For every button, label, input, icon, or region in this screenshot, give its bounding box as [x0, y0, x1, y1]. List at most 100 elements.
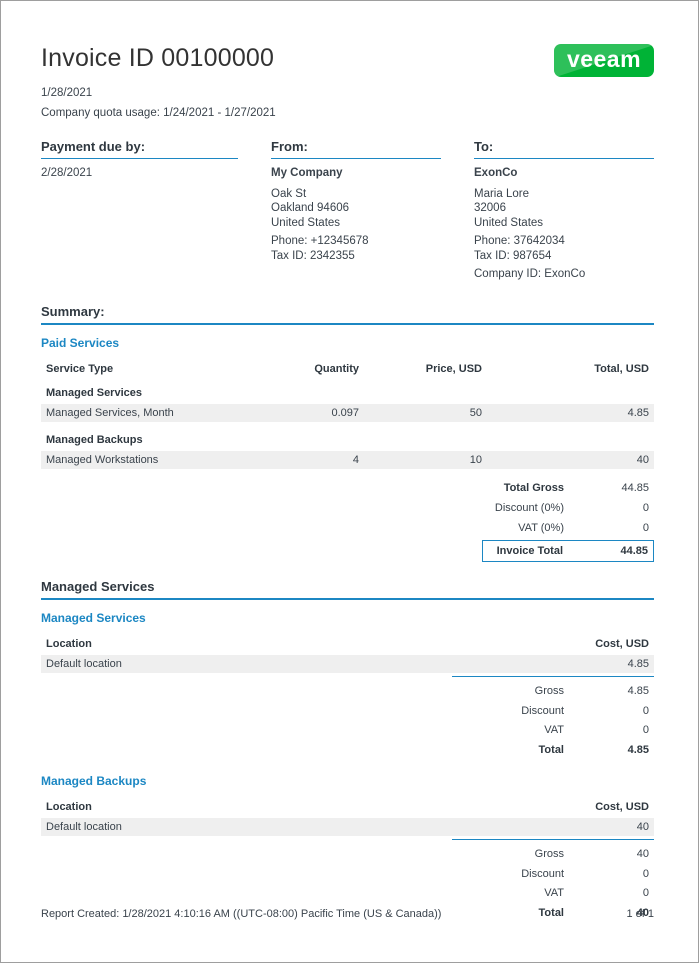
to-section: To: ExonCo Maria Lore 32006 United State… — [474, 139, 654, 282]
table-row: Default location 40 — [41, 817, 654, 836]
from-tax-id: Tax ID: 2342355 — [271, 249, 355, 262]
cell-price: 50 — [469, 406, 482, 419]
vat-value: 0 — [642, 724, 649, 737]
invoice-total-box: Invoice Total 44.85 — [482, 539, 654, 562]
total-value: 40 — [636, 906, 649, 919]
to-company: ExonCo — [474, 167, 518, 179]
from-address-line: Oak St — [271, 187, 307, 200]
column-total: Total, USD — [594, 362, 649, 375]
quota-usage: Company quota usage: 1/24/2021 - 1/27/20… — [41, 107, 276, 119]
payment-due-section: Payment due by: 2/28/2021 — [41, 139, 238, 282]
discount-row: Discount 0 — [452, 701, 654, 721]
total-row: Total 40 — [452, 903, 654, 923]
parties-row: Payment due by: 2/28/2021 From: My Compa… — [41, 139, 654, 282]
to-phone: Phone: 37642034 — [474, 235, 565, 247]
cell-cost: 4.85 — [627, 657, 649, 670]
invoice-content: Invoice ID 00100000 veeam 1/28/2021 Comp… — [1, 1, 698, 923]
summary-totals: Total Gross 44.85 Discount (0%) 0 VAT (0… — [41, 478, 654, 562]
table-row: Managed Workstations 4 10 40 — [41, 450, 654, 469]
summary-heading: Summary: — [41, 304, 654, 325]
table-row: Default location 4.85 — [41, 654, 654, 673]
payment-due-heading: Payment due by: — [41, 139, 238, 159]
from-phone: Phone: +12345678 — [271, 235, 369, 247]
to-tax-id: Tax ID: 987654 — [474, 249, 552, 262]
cell-cost: 40 — [636, 820, 649, 833]
gross-row: Gross 4.85 — [452, 682, 654, 702]
veeam-logo-text: veeam — [566, 45, 642, 72]
invoice-date: 1/28/2021 — [41, 87, 93, 99]
invoice-total-label: Invoice Total — [496, 544, 563, 557]
invoice-header: Invoice ID 00100000 veeam — [41, 43, 654, 77]
detail-totals: Gross 40 Discount 0 VAT 0 Total 40 — [452, 838, 654, 923]
discount-label: Discount — [521, 704, 564, 717]
to-heading: To: — [474, 139, 654, 159]
vat-row: VAT (0%) 0 — [41, 518, 654, 538]
vat-label: VAT (0%) — [518, 521, 564, 534]
to-address-line: Maria Lore — [474, 187, 529, 200]
detail-managed-services: Managed Services Location Cost, USD Defa… — [41, 611, 654, 760]
gross-label: Gross — [534, 848, 564, 861]
summary-section: Summary: Paid Services Service Type Quan… — [41, 304, 654, 562]
discount-value: 0 — [642, 704, 649, 717]
column-cost: Cost, USD — [595, 637, 649, 650]
to-contacts: Phone: 37642034 Tax ID: 987654 — [474, 234, 654, 263]
total-label: Total — [538, 743, 564, 756]
vat-value: 0 — [642, 521, 649, 534]
from-heading: From: — [271, 139, 441, 159]
discount-label: Discount — [521, 867, 564, 880]
total-gross-row: Total Gross 44.85 — [41, 478, 654, 498]
cell-location: Default location — [46, 657, 122, 670]
column-location: Location — [46, 800, 92, 813]
details-section: Managed Services Managed Services Locati… — [41, 579, 654, 923]
page-title: Invoice ID 00100000 — [41, 44, 275, 72]
total-value: 4.85 — [627, 743, 649, 756]
column-service-type: Service Type — [46, 362, 114, 375]
to-details: ExonCo Maria Lore 32006 United States Ph… — [474, 166, 654, 282]
gross-label: Gross — [534, 685, 564, 698]
group-header-managed-backups: Managed Backups — [46, 433, 143, 446]
cell-price: 10 — [469, 453, 482, 466]
discount-row: Discount (0%) 0 — [41, 498, 654, 518]
table-row: Managed Services, Month 0.097 50 4.85 — [41, 403, 654, 422]
vat-value: 0 — [642, 887, 649, 900]
from-address: Oak St Oakland 94606 United States — [271, 187, 441, 231]
gross-value: 40 — [636, 848, 649, 861]
from-address-line: United States — [271, 216, 341, 229]
total-row: Total 4.85 — [452, 740, 654, 760]
detail-subheading: Managed Services — [41, 610, 146, 625]
detail-table-header: Location Cost, USD — [41, 638, 654, 650]
to-company-id: Company ID: ExonCo — [474, 268, 586, 280]
detail-managed-backups: Managed Backups Location Cost, USD Defau… — [41, 774, 654, 923]
column-quantity: Quantity — [314, 362, 359, 375]
to-address: Maria Lore 32006 United States — [474, 187, 654, 231]
vat-label: VAT — [544, 887, 564, 900]
discount-value: 0 — [642, 501, 649, 514]
summary-table-header: Service Type Quantity Price, USD Total, … — [41, 363, 654, 375]
details-heading: Managed Services — [41, 579, 654, 600]
detail-table-header: Location Cost, USD — [41, 801, 654, 813]
veeam-logo: veeam — [554, 44, 654, 77]
vat-row: VAT 0 — [452, 884, 654, 904]
report-created: Report Created: 1/28/2021 4:10:16 AM ((U… — [41, 908, 442, 920]
summary-table: Service Type Quantity Price, USD Total, … — [41, 363, 654, 562]
column-location: Location — [46, 637, 92, 650]
gross-value: 4.85 — [627, 685, 649, 698]
report-footer: Report Created: 1/28/2021 4:10:16 AM ((U… — [41, 908, 654, 920]
gross-row: Gross 40 — [452, 845, 654, 865]
from-details: My Company Oak St Oakland 94606 United S… — [271, 166, 441, 263]
from-section: From: My Company Oak St Oakland 94606 Un… — [271, 139, 441, 282]
cell-quantity: 4 — [352, 453, 359, 466]
vat-label: VAT — [544, 724, 564, 737]
cell-quantity: 0.097 — [331, 406, 359, 419]
total-gross-value: 44.85 — [621, 481, 649, 494]
vat-row: VAT 0 — [452, 721, 654, 741]
cell-service: Managed Workstations — [46, 453, 159, 466]
invoice-total-value: 44.85 — [620, 544, 648, 557]
discount-row: Discount 0 — [452, 864, 654, 884]
paid-services-subheading: Paid Services — [41, 335, 120, 350]
from-contacts: Phone: +12345678 Tax ID: 2342355 — [271, 234, 441, 263]
from-company: My Company — [271, 167, 343, 179]
cell-total: 4.85 — [627, 406, 649, 419]
page-number: 1 of 1 — [626, 908, 654, 920]
